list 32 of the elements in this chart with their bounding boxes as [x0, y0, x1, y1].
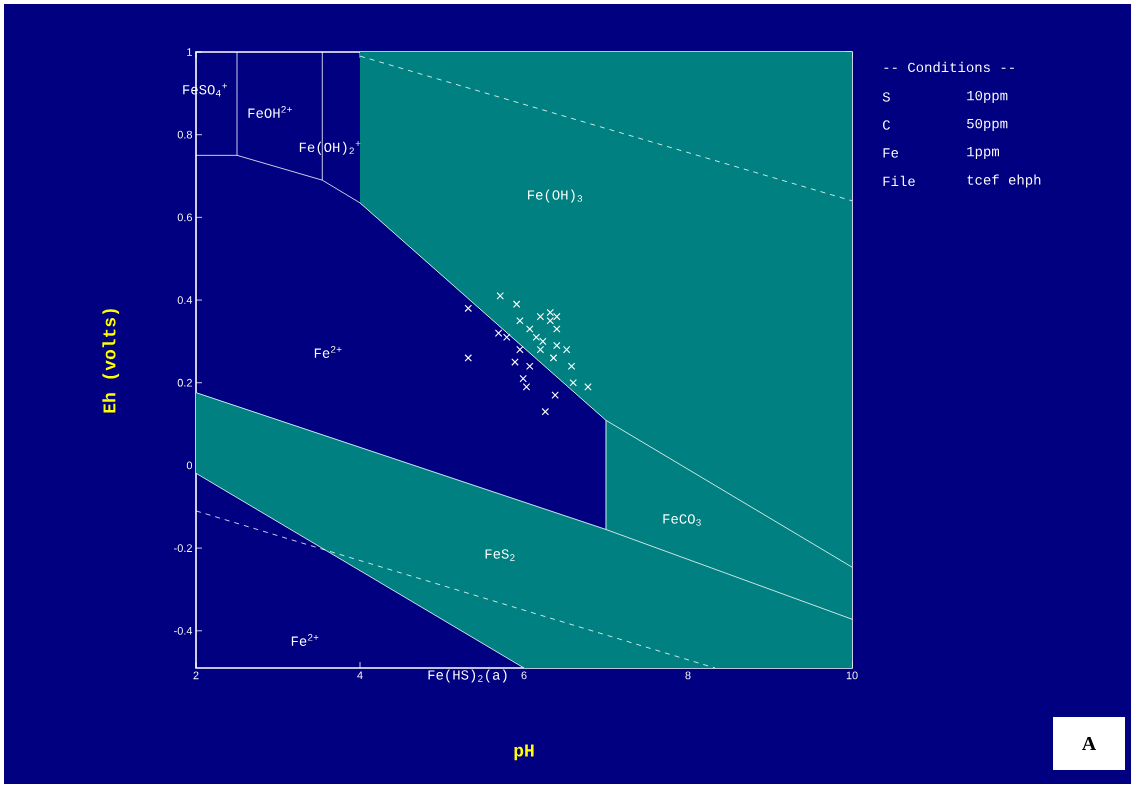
y-tick-label: 1	[187, 48, 192, 56]
y-tick-label: 0.8	[177, 130, 192, 139]
annotation: Fe$^{2+}$	[291, 634, 319, 646]
text: Fe(HS)$_{2}$(a)	[428, 669, 507, 683]
x-tick-label: 8	[685, 671, 691, 680]
annotation: Fe(OH)$_{3}$	[528, 189, 583, 203]
text: Fe	[883, 148, 899, 158]
text: 10ppm	[967, 90, 1008, 104]
y-tick-label: 0.2	[177, 378, 192, 387]
x-tick-label: 10	[846, 671, 858, 680]
y-tick-label: -0.2	[174, 544, 192, 552]
text: 1ppm	[967, 146, 999, 160]
y-tick-label: 0.4	[177, 296, 193, 304]
annotation: FeS$_{2}$	[485, 549, 515, 561]
y-tick-label: 0	[186, 461, 193, 470]
text: -- Conditions --	[884, 61, 1014, 73]
y-tick-label: 0.6	[177, 213, 192, 222]
text: tcef ehph	[967, 174, 1041, 188]
x-tick-label: 2	[193, 671, 199, 680]
text: A	[1082, 736, 1097, 751]
y-axis-title: Eh (volts)	[102, 309, 120, 413]
text: C	[882, 120, 890, 130]
annotation: Fe$^{2+}$	[314, 346, 342, 358]
x-tick-label: 4	[357, 671, 363, 680]
x-tick-label: 6	[521, 671, 527, 680]
annotation: FeCO$_{3}$	[663, 514, 701, 526]
x-axis-title: pH	[514, 744, 534, 761]
y-tick-label: -0.4	[174, 626, 193, 635]
annotation: FeOH$^{2+}$	[248, 106, 292, 118]
text: 50ppm	[967, 118, 1008, 132]
text: S	[882, 92, 890, 102]
text: File	[883, 175, 915, 187]
